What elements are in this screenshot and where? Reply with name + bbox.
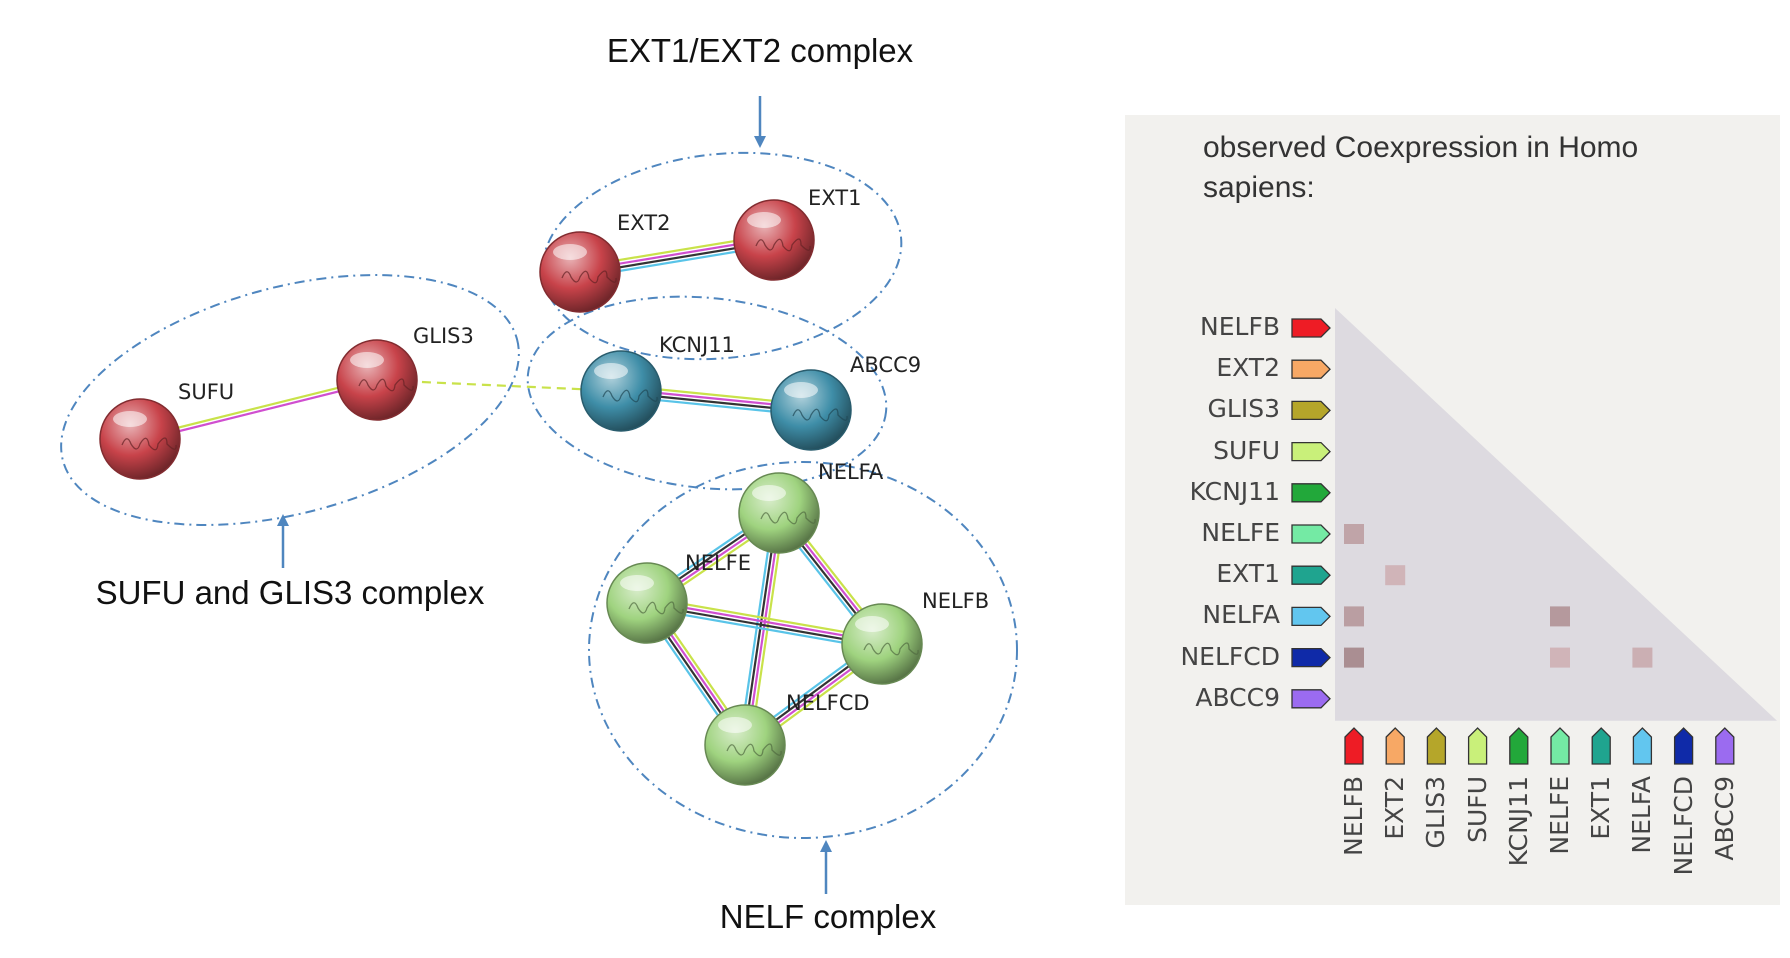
protein-structure-icon xyxy=(792,408,848,422)
node-highlight xyxy=(620,575,654,591)
cell-nelfa-nelfe xyxy=(1550,606,1570,627)
node-label-abcc9: ABCC9 xyxy=(850,353,921,377)
node-ext2[interactable] xyxy=(539,231,621,313)
row-label-nelfa: NELFA xyxy=(1202,600,1280,630)
protein-structure-icon xyxy=(755,238,811,252)
row-marker-nelfb xyxy=(1291,318,1331,338)
col-label-sufu: SUFU xyxy=(1462,776,1492,843)
node-highlight xyxy=(718,717,752,733)
row-label-abcc9: ABCC9 xyxy=(1195,682,1280,712)
col-marker-kcnj11 xyxy=(1509,727,1529,765)
col-marker-nelfa xyxy=(1632,727,1653,765)
row-marker-ext2 xyxy=(1291,359,1331,379)
col-label-nelfcd: NELFCD xyxy=(1668,776,1698,876)
col-label-abcc9: ABCC9 xyxy=(1709,776,1739,861)
col-label-nelfe: NELFE xyxy=(1545,776,1574,855)
cell-ext1-ext2 xyxy=(1385,565,1406,586)
col-label-nelfb: NELFB xyxy=(1339,776,1368,856)
col-marker-sufu xyxy=(1467,727,1488,765)
node-nelfe[interactable] xyxy=(606,562,688,644)
row-label-nelfcd: NELFCD xyxy=(1180,641,1280,671)
row-label-ext1: EXT1 xyxy=(1216,559,1280,589)
col-marker-glis3 xyxy=(1426,727,1447,765)
node-label-kcnj11: KCNJ11 xyxy=(659,333,735,357)
cell-nelfcd-nelfb xyxy=(1344,647,1364,668)
protein-structure-icon xyxy=(561,270,617,284)
col-label-nelfa: NELFA xyxy=(1627,776,1657,854)
complex-sufu-outline xyxy=(60,274,520,526)
node-highlight xyxy=(752,485,786,501)
col-marker-nelfb xyxy=(1344,727,1364,765)
node-label-glis3: GLIS3 xyxy=(413,324,474,348)
node-highlight xyxy=(784,382,818,398)
cell-nelfcd-nelfa xyxy=(1632,647,1653,668)
complex-ext-outline xyxy=(541,151,903,361)
node-highlight xyxy=(553,244,587,260)
node-abcc9[interactable] xyxy=(770,369,852,451)
protein-structure-icon xyxy=(760,511,816,525)
row-label-kcnj11: KCNJ11 xyxy=(1189,476,1280,506)
node-nelfb[interactable] xyxy=(841,603,923,685)
row-label-nelfb: NELFB xyxy=(1200,312,1280,341)
row-marker-nelfe xyxy=(1291,524,1331,544)
node-label-nelfe: NELFE xyxy=(685,551,751,575)
node-ext1[interactable] xyxy=(733,199,815,281)
node-kcnj11[interactable] xyxy=(580,350,662,432)
node-label-nelfcd: NELFCD xyxy=(786,691,870,715)
col-marker-nelfe xyxy=(1550,727,1570,765)
cell-nelfcd-nelfe xyxy=(1550,647,1570,668)
protein-structure-icon xyxy=(726,743,782,757)
col-marker-ext1 xyxy=(1591,727,1611,765)
col-marker-nelfcd xyxy=(1673,727,1694,765)
protein-structure-icon xyxy=(628,601,684,615)
row-marker-sufu xyxy=(1291,441,1331,462)
col-label-ext1: EXT1 xyxy=(1586,776,1616,840)
row-marker-nelfcd xyxy=(1291,647,1331,668)
node-highlight xyxy=(113,411,147,427)
node-label-ext1: EXT1 xyxy=(808,186,861,210)
row-label-ext2: EXT2 xyxy=(1216,353,1280,383)
cell-nelfe-nelfb xyxy=(1344,524,1364,544)
protein-structure-icon xyxy=(358,378,414,392)
node-sufu[interactable] xyxy=(99,398,181,480)
col-label-ext2: EXT2 xyxy=(1380,776,1410,840)
node-nelfcd[interactable] xyxy=(704,704,786,786)
col-label-glis3: GLIS3 xyxy=(1421,776,1451,849)
row-marker-glis3 xyxy=(1291,400,1331,421)
node-highlight xyxy=(747,212,781,228)
col-marker-ext2 xyxy=(1385,727,1405,765)
cell-nelfa-nelfb xyxy=(1344,606,1364,627)
node-label-nelfa: NELFA xyxy=(818,460,884,484)
matrix-triangle xyxy=(1335,308,1777,721)
row-label-nelfe: NELFE xyxy=(1201,518,1280,547)
node-label-nelfb: NELFB xyxy=(922,589,989,613)
complex-ext-label: EXT1/EXT2 complex xyxy=(607,32,914,69)
coexpression-title: observed Coexpression in Homo sapiens: xyxy=(1203,131,1639,204)
row-label-glis3: GLIS3 xyxy=(1207,394,1280,424)
protein-structure-icon xyxy=(121,437,177,451)
row-marker-abcc9 xyxy=(1291,689,1331,709)
complex-kcnj-outline xyxy=(526,295,888,491)
row-marker-kcnj11 xyxy=(1291,483,1331,503)
protein-structure-icon xyxy=(602,389,658,403)
col-label-kcnj11: KCNJ11 xyxy=(1503,776,1533,867)
node-highlight xyxy=(855,616,889,632)
complex-nelf-label: NELF complex xyxy=(720,898,937,935)
complex-nelf-outline xyxy=(588,461,1018,839)
node-label-sufu: SUFU xyxy=(178,380,234,404)
node-label-ext2: EXT2 xyxy=(617,211,670,235)
row-label-sufu: SUFU xyxy=(1213,435,1280,465)
complex-sufu-label: SUFU and GLIS3 complex xyxy=(96,574,485,611)
col-marker-abcc9 xyxy=(1715,727,1735,765)
node-glis3[interactable] xyxy=(336,339,418,421)
node-highlight xyxy=(594,363,628,379)
protein-structure-icon xyxy=(863,642,919,656)
node-highlight xyxy=(350,352,384,368)
row-marker-nelfa xyxy=(1291,606,1331,627)
row-marker-ext1 xyxy=(1291,565,1331,585)
node-nelfa[interactable] xyxy=(738,472,820,554)
